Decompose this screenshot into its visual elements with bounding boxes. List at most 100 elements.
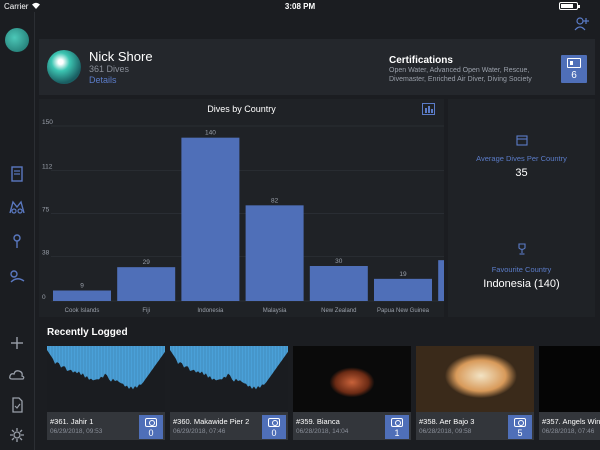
bar[interactable] — [181, 137, 240, 301]
clock: 3:08 PM — [284, 2, 316, 11]
add-icon[interactable] — [8, 334, 26, 352]
id-card-icon — [567, 58, 581, 68]
dive-date: 06/28/2018, 07:46 — [542, 428, 595, 435]
camera-icon — [514, 418, 526, 427]
y-tick-label: 38 — [42, 250, 50, 257]
dives-by-country-chart: Dives by Country 150 112 75 38 0 9 Cook Island… — [39, 99, 444, 317]
x-tick-label: Papua New Guinea — [377, 308, 430, 314]
dive-profile-thumbnail — [47, 346, 165, 412]
chart-title: Dives by Country — [207, 104, 276, 114]
dive-date: 06/28/2018, 14:04 — [296, 428, 349, 435]
bar-value-label: 9 — [80, 283, 84, 290]
average-dives-label: Average Dives Per Country — [476, 154, 567, 163]
bar-value-label: 30 — [335, 258, 343, 265]
camera-icon — [145, 418, 157, 427]
photos-button[interactable]: 5 — [508, 415, 532, 439]
y-tick-label: 0 — [42, 294, 46, 301]
bar[interactable] — [438, 260, 444, 301]
photos-button[interactable]: 0 — [262, 415, 286, 439]
dive-card-footer: #358. Aer Bajo 3 06/28/2018, 09:58 5 — [416, 412, 534, 440]
dive-card[interactable]: #358. Aer Bajo 3 06/28/2018, 09:58 5 — [416, 346, 534, 440]
recently-logged-title: Recently Logged — [47, 327, 128, 338]
diver-icon[interactable] — [8, 268, 26, 286]
dive-profile-thumbnail — [170, 346, 288, 412]
favourite-country-value: Indonesia (140) — [483, 278, 560, 290]
add-person-icon[interactable] — [574, 16, 590, 32]
x-tick-label: Cook Islands — [65, 308, 100, 314]
battery-icon — [559, 2, 580, 10]
chart-type-icon[interactable] — [422, 103, 435, 115]
dive-card[interactable]: #360. Makawide Pier 2 06/29/2018, 07:46 0 — [170, 346, 288, 440]
export-file-icon[interactable] — [8, 396, 26, 414]
cloud-sync-icon[interactable] — [8, 366, 26, 384]
favourite-country-label: Favourite Country — [491, 265, 552, 274]
dive-title: #357. Angels Windo — [542, 417, 600, 426]
camera-icon — [391, 418, 403, 427]
x-tick-label: Fiji — [142, 308, 150, 314]
stats-panel: Average Dives Per Country 35 Favourite C… — [448, 99, 595, 317]
sidebar — [0, 12, 35, 450]
buddies-icon[interactable] — [8, 198, 26, 216]
dive-title: #360. Makawide Pier 2 — [173, 417, 250, 426]
dive-card-footer: #361. Jahir 1 06/29/2018, 09:53 0 — [47, 412, 165, 440]
y-tick-label: 150 — [42, 119, 53, 126]
avatar — [47, 50, 81, 84]
dive-card[interactable]: #361. Jahir 1 06/29/2018, 09:53 0 — [47, 346, 165, 440]
recent-dives-list: #361. Jahir 1 06/29/2018, 09:53 0 #360. Mak… — [47, 346, 600, 440]
dive-title: #361. Jahir 1 — [50, 417, 94, 426]
dive-date: 06/29/2018, 09:53 — [50, 428, 103, 435]
profile-dive-count: 361 Dives — [89, 64, 130, 74]
profile-name: Nick Shore — [89, 49, 153, 64]
x-tick-label: New Zealand — [321, 308, 356, 314]
photos-button[interactable]: 1 — [385, 415, 409, 439]
trophy-icon — [518, 243, 526, 255]
certifications-count: 6 — [571, 70, 577, 81]
dive-photo-thumbnail — [293, 346, 411, 412]
certifications-title: Certifications — [389, 55, 453, 66]
wifi-icon — [32, 2, 40, 9]
photo-count: 0 — [148, 428, 154, 438]
photos-button[interactable]: 0 — [139, 415, 163, 439]
camera-icon — [268, 418, 280, 427]
bar-value-label: 140 — [205, 130, 216, 137]
carrier-label: Carrier — [4, 2, 29, 11]
dive-date: 06/29/2018, 07:46 — [173, 428, 226, 435]
chart-plot: 150 112 75 38 0 9 Cook Islands 29 Fiji 140 Indones… — [42, 119, 444, 314]
photo-count: 1 — [394, 428, 400, 438]
certifications-list: Open Water, Advanced Open Water, Rescue,… — [389, 67, 532, 83]
bar[interactable] — [245, 205, 304, 301]
dive-card-footer: #359. Bianca 06/28/2018, 14:04 1 — [293, 412, 411, 440]
sidebar-avatar[interactable] — [5, 28, 29, 52]
dive-card[interactable]: #359. Bianca 06/28/2018, 14:04 1 — [293, 346, 411, 440]
calendar-icon — [516, 135, 528, 146]
bar[interactable] — [53, 290, 111, 302]
bar-value-label: 19 — [399, 271, 407, 278]
status-bar: Carrier 3:08 PM — [0, 0, 600, 12]
x-tick-label: Indonesia — [197, 308, 224, 314]
bar[interactable] — [117, 267, 176, 301]
dive-card-footer: #360. Makawide Pier 2 06/29/2018, 07:46 0 — [170, 412, 288, 440]
dive-title: #359. Bianca — [296, 417, 340, 426]
dive-date: 06/28/2018, 09:58 — [419, 428, 472, 435]
logbook-icon[interactable] — [8, 165, 26, 183]
bar-value-label: 82 — [271, 197, 279, 204]
photo-count: 0 — [271, 428, 277, 438]
bar[interactable] — [309, 266, 368, 301]
dive-card-footer: #357. Angels Windo 06/28/2018, 07:46 — [539, 412, 600, 440]
y-tick-label: 75 — [42, 207, 50, 214]
dive-card[interactable]: #357. Angels Windo 06/28/2018, 07:46 — [539, 346, 600, 440]
photo-count: 5 — [517, 428, 523, 438]
average-dives-value: 35 — [515, 167, 528, 179]
x-tick-label: Malaysia — [263, 308, 287, 314]
bar-value-label: 29 — [143, 259, 151, 266]
y-tick-label: 112 — [42, 163, 53, 170]
settings-icon[interactable] — [8, 426, 26, 444]
dive-photo-thumbnail — [416, 346, 534, 412]
dive-title: #358. Aer Bajo 3 — [419, 417, 475, 426]
profile-card: Nick Shore 361 Dives Details Certificati… — [39, 39, 595, 95]
dive-photo-thumbnail — [539, 346, 600, 412]
certifications-button[interactable]: 6 — [561, 55, 587, 83]
details-link[interactable]: Details — [89, 75, 117, 85]
location-pin-icon[interactable] — [8, 232, 26, 250]
bar[interactable] — [374, 278, 432, 301]
